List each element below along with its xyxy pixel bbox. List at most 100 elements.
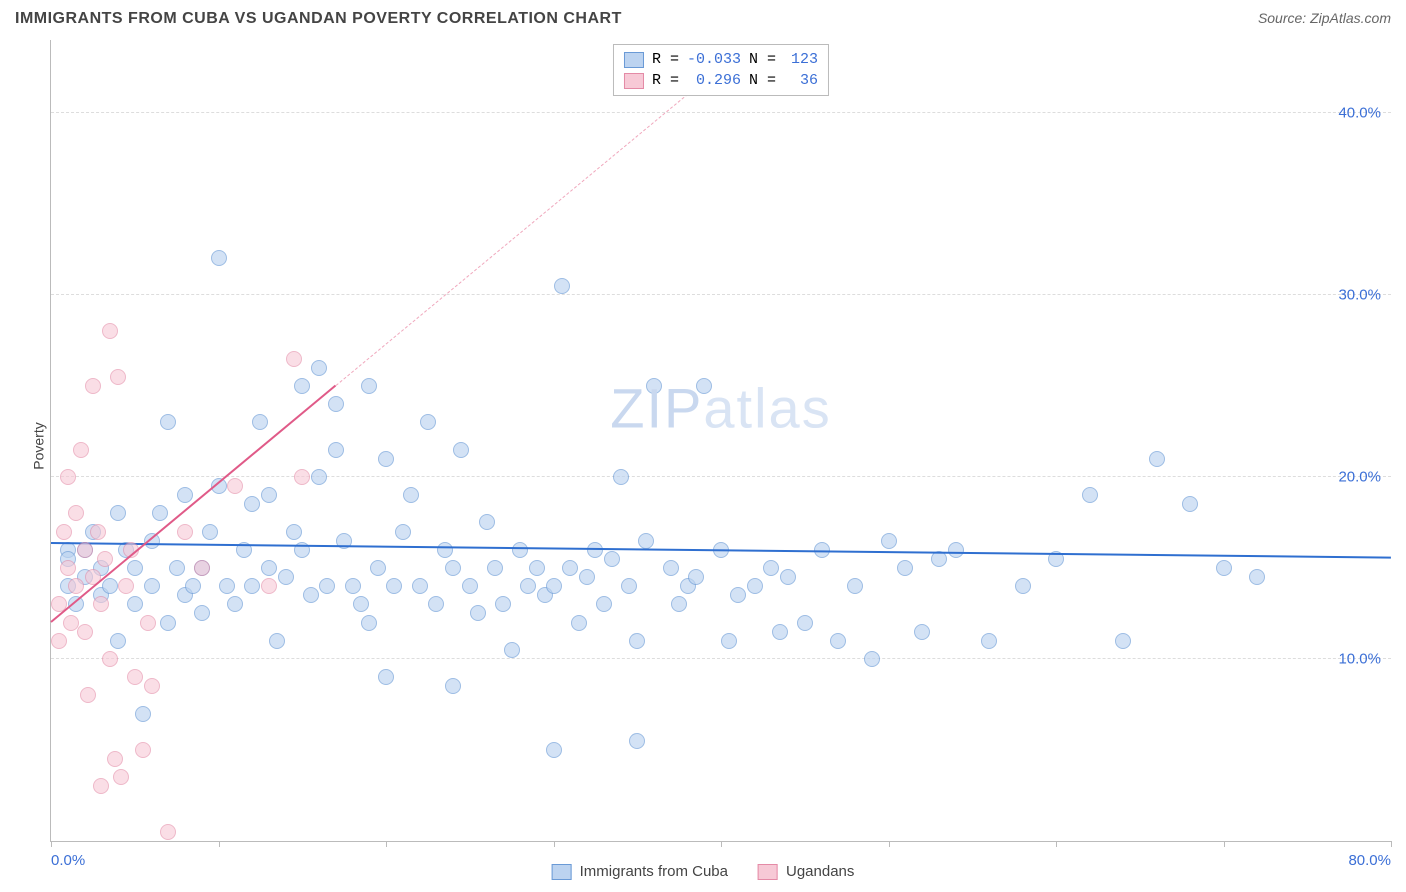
x-tick [721, 841, 722, 847]
data-point-cuba [797, 615, 813, 631]
gridline [51, 294, 1391, 295]
data-point-uganda [68, 505, 84, 521]
swatch-uganda-icon [624, 73, 644, 89]
data-point-cuba [110, 505, 126, 521]
data-point-cuba [453, 442, 469, 458]
data-point-cuba [1082, 487, 1098, 503]
data-point-cuba [160, 615, 176, 631]
data-point-cuba [211, 250, 227, 266]
r-value-uganda: 0.296 [687, 72, 741, 89]
data-point-uganda [194, 560, 210, 576]
data-point-cuba [671, 596, 687, 612]
data-point-uganda [77, 624, 93, 640]
data-point-uganda [60, 469, 76, 485]
data-point-cuba [194, 605, 210, 621]
swatch-cuba-icon [624, 52, 644, 68]
x-tick-label: 0.0% [51, 852, 85, 869]
data-point-cuba [897, 560, 913, 576]
data-point-uganda [73, 442, 89, 458]
data-point-cuba [328, 442, 344, 458]
data-point-cuba [102, 578, 118, 594]
watermark-part2: atlas [703, 377, 831, 440]
r-value-cuba: -0.033 [687, 51, 741, 68]
x-tick [51, 841, 52, 847]
data-point-cuba [328, 396, 344, 412]
data-point-cuba [361, 378, 377, 394]
data-point-cuba [1149, 451, 1165, 467]
data-point-cuba [185, 578, 201, 594]
data-point-uganda [294, 469, 310, 485]
data-point-uganda [102, 323, 118, 339]
data-point-cuba [219, 578, 235, 594]
data-point-cuba [763, 560, 779, 576]
data-point-uganda [286, 351, 302, 367]
data-point-cuba [864, 651, 880, 667]
data-point-uganda [177, 524, 193, 540]
data-point-cuba [144, 578, 160, 594]
data-point-cuba [244, 578, 260, 594]
data-point-cuba [294, 378, 310, 394]
data-point-cuba [948, 542, 964, 558]
data-point-uganda [261, 578, 277, 594]
data-point-uganda [90, 524, 106, 540]
data-point-uganda [227, 478, 243, 494]
x-tick [1056, 841, 1057, 847]
data-point-cuba [546, 578, 562, 594]
data-point-cuba [127, 560, 143, 576]
data-point-cuba [269, 633, 285, 649]
data-point-cuba [177, 487, 193, 503]
data-point-cuba [780, 569, 796, 585]
data-point-cuba [395, 524, 411, 540]
n-label: N = [749, 72, 776, 89]
gridline [51, 476, 1391, 477]
stats-row-uganda: R = 0.296 N = 36 [624, 70, 818, 91]
data-point-cuba [370, 560, 386, 576]
y-tick-label: 40.0% [1338, 104, 1381, 121]
data-point-cuba [613, 469, 629, 485]
x-tick [1224, 841, 1225, 847]
watermark: ZIPatlas [610, 376, 831, 441]
data-point-cuba [403, 487, 419, 503]
n-value-uganda: 36 [784, 72, 818, 89]
data-point-cuba [378, 669, 394, 685]
y-tick-label: 30.0% [1338, 286, 1381, 303]
data-point-cuba [311, 469, 327, 485]
chart-title: IMMIGRANTS FROM CUBA VS UGANDAN POVERTY … [15, 10, 622, 28]
data-point-uganda [113, 769, 129, 785]
data-point-cuba [479, 514, 495, 530]
x-tick-label: 80.0% [1348, 852, 1391, 869]
data-point-cuba [386, 578, 402, 594]
data-point-cuba [353, 596, 369, 612]
y-axis-label: Poverty [31, 422, 47, 469]
data-point-uganda [118, 578, 134, 594]
data-point-cuba [244, 496, 260, 512]
data-point-uganda [60, 560, 76, 576]
n-value-cuba: 123 [784, 51, 818, 68]
data-point-cuba [495, 596, 511, 612]
trend-line [335, 94, 687, 386]
data-point-uganda [160, 824, 176, 840]
data-point-uganda [127, 669, 143, 685]
data-point-cuba [127, 596, 143, 612]
data-point-cuba [412, 578, 428, 594]
data-point-cuba [227, 596, 243, 612]
data-point-cuba [747, 578, 763, 594]
data-point-cuba [696, 378, 712, 394]
plot-area: ZIPatlas R = -0.033 N = 123 R = 0.296 N … [50, 40, 1391, 842]
data-point-cuba [428, 596, 444, 612]
data-point-uganda [93, 596, 109, 612]
data-point-cuba [202, 524, 218, 540]
data-point-uganda [140, 615, 156, 631]
swatch-uganda-icon [758, 864, 778, 880]
data-point-cuba [470, 605, 486, 621]
legend-label: Ugandans [786, 863, 854, 880]
data-point-uganda [85, 378, 101, 394]
data-point-uganda [144, 678, 160, 694]
data-point-cuba [529, 560, 545, 576]
data-point-cuba [730, 587, 746, 603]
data-point-cuba [546, 742, 562, 758]
data-point-cuba [1115, 633, 1131, 649]
data-point-uganda [93, 778, 109, 794]
data-point-cuba [286, 524, 302, 540]
data-point-cuba [462, 578, 478, 594]
